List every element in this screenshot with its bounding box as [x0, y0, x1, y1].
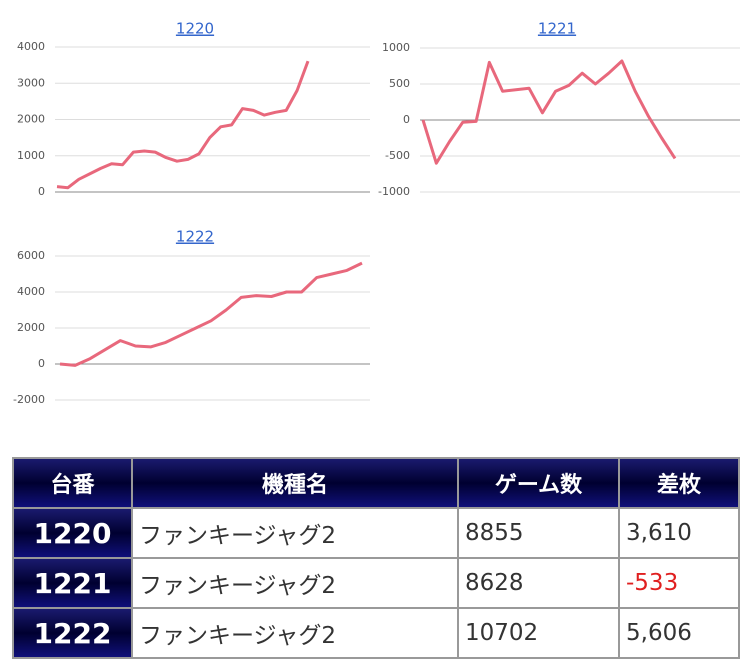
machine-number: 1221 [12, 557, 133, 609]
y-tick-label: 6000 [17, 249, 45, 262]
y-tick-label: 0 [38, 357, 45, 370]
y-tick-label: 0 [403, 113, 410, 126]
table-row: 1221 ファンキージャグ2 8628 -533 [12, 557, 740, 609]
y-tick-label: 0 [38, 185, 45, 198]
y-tick-label: 4000 [17, 40, 45, 53]
data-line [59, 261, 363, 367]
y-tick-label: 500 [389, 77, 410, 90]
header-row: 台番 機種名 ゲーム数 差枚 [12, 457, 740, 509]
table-row: 1222 ファンキージャグ2 10702 5,606 [12, 607, 740, 659]
charts: 1220 0 1000 2000 3000 4000 1221 -1000 -500 0 500 10… [13, 20, 740, 406]
machine-name: ファンキージャグ2 [131, 507, 459, 559]
y-tick-label: 2000 [17, 113, 45, 126]
y-tick-label: -500 [385, 149, 410, 162]
machine-name: ファンキージャグ2 [131, 557, 459, 609]
data-line [421, 59, 677, 165]
header-cell: ゲーム数 [457, 457, 620, 509]
chart-title[interactable]: 1220 [176, 20, 214, 38]
y-tick-label: 1000 [382, 41, 410, 54]
game-count: 8628 [457, 557, 620, 609]
data-line [56, 60, 310, 190]
y-tick-label: 2000 [17, 321, 45, 334]
coin-diff: -533 [618, 557, 740, 609]
machine-number: 1220 [12, 507, 133, 559]
y-tick-label: -2000 [13, 393, 45, 406]
machine-name: ファンキージャグ2 [131, 607, 459, 659]
game-count: 10702 [457, 607, 620, 659]
chart-title[interactable]: 1222 [176, 228, 214, 246]
y-tick-label: 1000 [17, 149, 45, 162]
coin-diff: 3,610 [618, 507, 740, 559]
game-count: 8855 [457, 507, 620, 559]
header-cell: 台番 [12, 457, 133, 509]
y-tick-label: 3000 [17, 76, 45, 89]
coin-diff: 5,606 [618, 607, 740, 659]
chart-title[interactable]: 1221 [538, 20, 576, 38]
header-cell: 差枚 [618, 457, 740, 509]
table-row: 1220 ファンキージャグ2 8855 3,610 [12, 507, 740, 559]
y-tick-label: -1000 [378, 185, 410, 198]
header-cell: 機種名 [131, 457, 459, 509]
y-tick-label: 4000 [17, 285, 45, 298]
data-table: 台番 機種名 ゲーム数 差枚 1220 ファンキージャグ2 8855 3,610… [12, 457, 740, 659]
machine-number: 1222 [12, 607, 133, 659]
